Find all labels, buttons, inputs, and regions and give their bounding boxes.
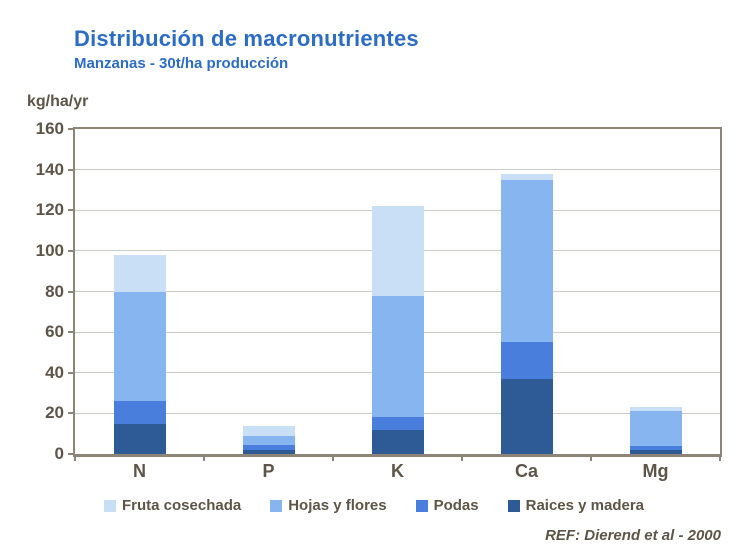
- bar-segment: [500, 378, 553, 454]
- bar-segment: [500, 342, 553, 379]
- bar-segment: [629, 449, 682, 454]
- legend-label: Fruta cosechada: [122, 497, 242, 514]
- bar-segment: [371, 417, 424, 430]
- x-category-label-K: K: [391, 461, 404, 481]
- y-tick-label: 100: [35, 240, 64, 260]
- y-tick-mark: [68, 453, 74, 455]
- bar-segment: [629, 445, 682, 450]
- bar-N: [113, 129, 166, 454]
- bar-segment: [500, 173, 553, 180]
- bar-segment: [113, 254, 166, 292]
- y-tick-mark: [68, 209, 74, 212]
- y-axis-unit-label: kg/ha/yr: [27, 93, 89, 110]
- x-category-label-P: P: [262, 461, 275, 481]
- plot-area: [73, 127, 722, 457]
- x-tick-mark: [74, 457, 76, 461]
- legend-swatch-icon: [270, 499, 283, 512]
- y-tick-label: 60: [45, 322, 64, 342]
- legend-item: Hojas y flores: [270, 497, 387, 514]
- bar-segment: [629, 411, 682, 446]
- bar-segment: [629, 407, 682, 412]
- y-tick-mark: [68, 331, 74, 334]
- bar-segment: [242, 435, 295, 445]
- bar-segment: [113, 291, 166, 402]
- bar-segment: [242, 444, 295, 450]
- legend-item: Fruta cosechada: [104, 497, 241, 514]
- x-tick-mark: [590, 457, 592, 461]
- legend-label: Hojas y flores: [288, 497, 387, 514]
- bar-segment: [371, 206, 424, 296]
- y-tick-mark: [68, 249, 74, 252]
- y-tick-mark: [68, 371, 74, 374]
- y-tick-label: 140: [35, 159, 64, 179]
- y-tick-mark: [68, 412, 74, 415]
- reference-text: REF: Dierend et al - 2000: [545, 527, 721, 544]
- x-tick-mark: [719, 457, 721, 461]
- bar-segment: [242, 425, 295, 436]
- bar-segment: [113, 423, 166, 454]
- bar-segment: [371, 429, 424, 454]
- x-category-label-N: N: [133, 461, 146, 481]
- chart-subtitle: Manzanas - 30t/ha producción: [74, 55, 289, 72]
- y-tick-label: 160: [35, 119, 64, 138]
- legend-swatch-icon: [415, 499, 428, 512]
- x-category-label-Ca: Ca: [514, 461, 538, 481]
- y-tick-label: 80: [45, 281, 64, 301]
- y-tick-label: 0: [54, 444, 64, 463]
- x-category-label-Mg: Mg: [642, 461, 669, 481]
- legend: Fruta cosechada Hojas y flores Podas Raices…: [104, 497, 644, 514]
- chart-title: Distribución de macronutrientes: [74, 26, 419, 51]
- y-tick-mark: [68, 128, 74, 130]
- bar-K: [371, 129, 424, 454]
- legend-label: Podas: [433, 497, 479, 514]
- x-tick-mark: [203, 457, 205, 461]
- bar-segment: [113, 401, 166, 424]
- gridline: [75, 169, 720, 171]
- bar-Ca: [500, 129, 553, 454]
- bar-segment: [371, 295, 424, 418]
- y-tick-label: 20: [45, 403, 64, 423]
- x-tick-mark: [332, 457, 334, 461]
- bar-P: [242, 129, 295, 454]
- legend-item: Raices y madera: [507, 497, 645, 514]
- y-tick-mark: [68, 168, 74, 171]
- legend-swatch-icon: [104, 499, 116, 512]
- legend-item: Podas: [415, 497, 479, 514]
- legend-label: Raices y madera: [525, 497, 645, 514]
- legend-swatch-icon: [507, 499, 520, 512]
- x-tick-mark: [461, 457, 463, 461]
- y-tick-label: 120: [35, 200, 64, 220]
- bar-Mg: [629, 129, 682, 454]
- bar-segment: [242, 449, 295, 454]
- y-tick-mark: [68, 290, 74, 293]
- bar-segment: [500, 179, 553, 343]
- y-tick-label: 40: [45, 362, 64, 382]
